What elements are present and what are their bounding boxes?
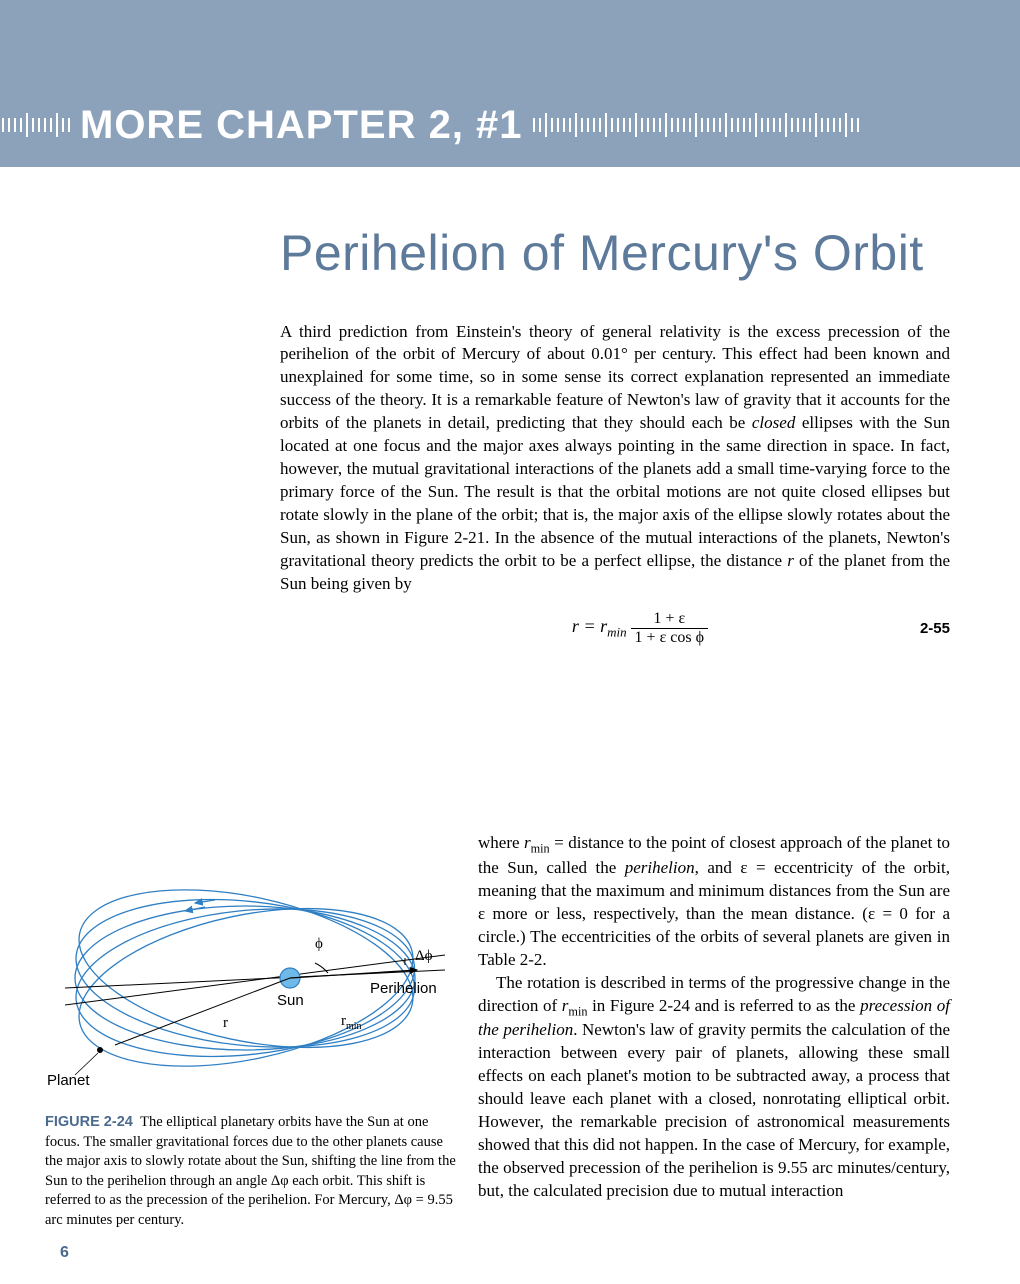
figure-caption-text: The elliptical planetary orbits have the… — [45, 1114, 456, 1228]
figure-label: FIGURE 2-24 — [45, 1114, 133, 1130]
chapter-title-bar: MORE CHAPTER 2, #1 — [0, 100, 1020, 150]
paragraph-3: The rotation is described in terms of th… — [478, 972, 950, 1203]
ticks-left — [0, 100, 72, 150]
paragraph-1: A third prediction from Einstein's theor… — [280, 321, 950, 596]
equation-number: 2-55 — [920, 620, 950, 637]
equation-2-55: r = rmin 1 + ε 1 + ε cos ϕ 2-55 — [280, 610, 950, 648]
figure-caption: FIGURE 2-24 The elliptical planetary orb… — [45, 1113, 463, 1230]
label-r: r — [223, 1015, 228, 1031]
label-planet: Planet — [47, 1072, 90, 1089]
main-content: Perihelion of Mercury's Orbit A third pr… — [280, 225, 950, 658]
orbit-diagram: Sun Perihelion Planet r rmin ϕ Δϕ — [45, 870, 463, 1100]
label-phi: ϕ — [315, 936, 323, 952]
ticks-right — [531, 100, 1020, 150]
label-sun: Sun — [277, 992, 304, 1009]
page-title: Perihelion of Mercury's Orbit — [280, 225, 950, 283]
paragraph-2: where rmin = distance to the point of cl… — [478, 832, 950, 972]
equation-body: r = rmin 1 + ε 1 + ε cos ϕ — [572, 610, 708, 648]
lower-text-column: where rmin = distance to the point of cl… — [478, 832, 950, 1203]
label-dphi: Δϕ — [415, 948, 433, 964]
label-perihelion: Perihelion — [370, 980, 437, 997]
figure-2-24: Sun Perihelion Planet r rmin ϕ Δϕ FIGURE… — [45, 870, 463, 1230]
label-rmin: rmin — [341, 1013, 362, 1032]
eq-numerator: 1 + ε — [649, 610, 689, 628]
chapter-label: MORE CHAPTER 2, #1 — [72, 103, 531, 148]
eq-denominator: 1 + ε cos ϕ — [631, 628, 709, 647]
page-number: 6 — [60, 1244, 69, 1262]
